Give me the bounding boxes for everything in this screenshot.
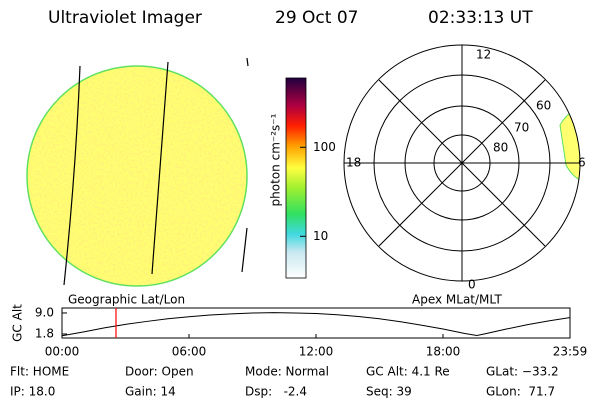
altitude-line bbox=[61, 312, 570, 337]
colorbar-tick-label: 100 bbox=[313, 140, 336, 154]
x-tick-label: 00:00 bbox=[45, 345, 80, 359]
x-tick-label: 18:00 bbox=[426, 345, 461, 359]
status-field: Flt: HOME bbox=[10, 365, 69, 379]
mlt-label: 0 bbox=[468, 278, 476, 292]
meridian bbox=[63, 65, 81, 286]
status-field: GC Alt: 4.1 Re bbox=[366, 365, 450, 379]
colorbar-label: photon cm⁻²s⁻¹ bbox=[269, 113, 283, 206]
instrument: Ultraviolet Imager bbox=[48, 8, 202, 28]
colorbar-tick-label: 10 bbox=[313, 229, 328, 243]
colorbar bbox=[285, 77, 307, 279]
x-tick-label: 12:00 bbox=[299, 345, 334, 359]
status-field: Seq: 39 bbox=[366, 385, 412, 399]
mlt-label: 18 bbox=[346, 156, 361, 170]
status-field: IP: 18.0 bbox=[10, 385, 55, 399]
panel-label: Geographic Lat/Lon bbox=[68, 293, 185, 307]
time: 02:33:13 UT bbox=[428, 8, 533, 28]
y-tick-label: 1.8 bbox=[35, 326, 54, 340]
x-tick-label: 23:59 bbox=[553, 345, 588, 359]
status-field: GLat: −33.2 bbox=[486, 365, 559, 379]
mlat-label: 60 bbox=[536, 99, 551, 113]
status-field: Mode: Normal bbox=[245, 365, 329, 379]
status-field: Door: Open bbox=[125, 365, 194, 379]
date: 29 Oct 07 bbox=[275, 8, 358, 28]
panel-label: Apex MLat/MLT bbox=[412, 293, 502, 307]
mlat-label: 80 bbox=[493, 141, 508, 155]
mlt-label: 6 bbox=[578, 156, 586, 170]
status-field: GLon: 71.7 bbox=[486, 385, 555, 399]
globe-texture bbox=[28, 67, 246, 285]
meridian bbox=[151, 61, 169, 275]
mlat-label: 70 bbox=[514, 121, 529, 135]
status-field: Dsp: -2.4 bbox=[245, 385, 307, 399]
mlt-label: 12 bbox=[476, 48, 491, 62]
mlt-line bbox=[378, 79, 546, 247]
polar-dial bbox=[343, 44, 581, 282]
status-field: Gain: 14 bbox=[125, 385, 176, 399]
aurora bbox=[559, 110, 580, 183]
y-tick-label: 9.0 bbox=[35, 305, 54, 319]
x-tick-label: 06:00 bbox=[172, 345, 207, 359]
y-axis-label: GC Alt bbox=[11, 304, 25, 342]
meridian bbox=[241, 57, 249, 273]
